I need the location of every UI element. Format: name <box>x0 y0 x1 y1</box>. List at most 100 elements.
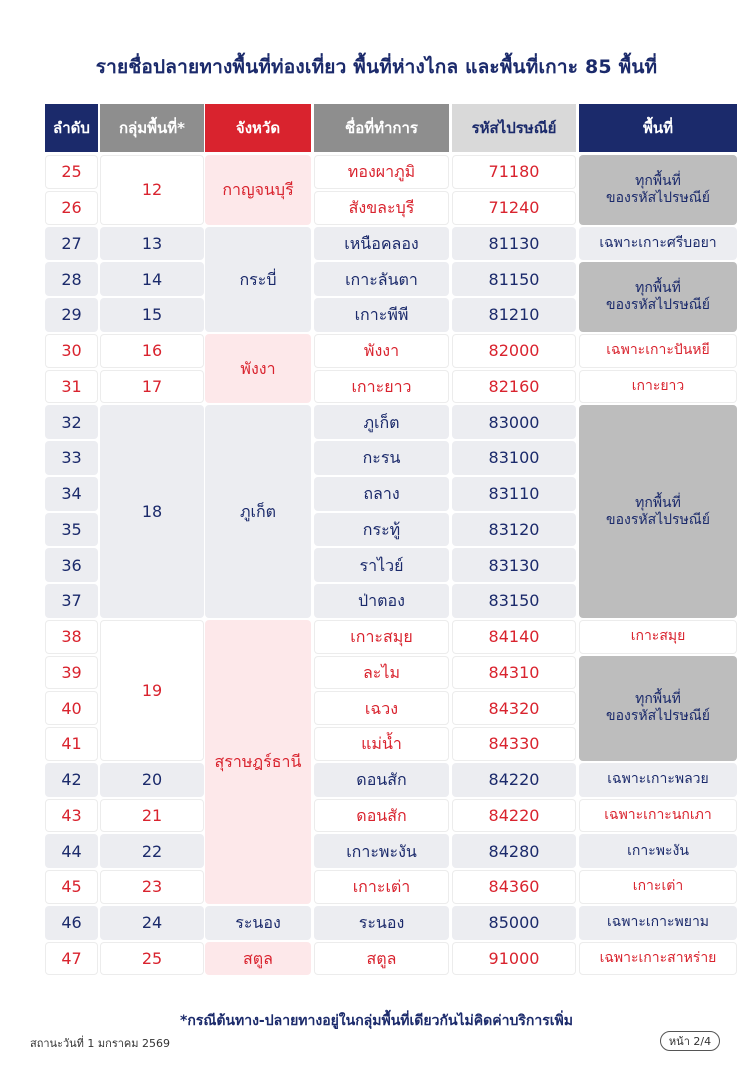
row-seq: 35 <box>45 512 98 547</box>
row-seq: 25 <box>45 155 98 189</box>
group-cell: 21 <box>100 798 204 833</box>
row-postcode: 71240 <box>452 190 576 225</box>
row-postcode: 83130 <box>452 548 576 582</box>
row-place: เหนือคลอง <box>314 226 449 261</box>
row-seq: 45 <box>45 870 98 904</box>
row-place: เกาะลันตา <box>314 262 449 296</box>
row-seq: 34 <box>45 476 98 511</box>
row-seq: 30 <box>45 333 98 368</box>
row-place: เกาะยาว <box>314 369 449 404</box>
area-cell: เฉพาะเกาะพลวย <box>579 762 737 797</box>
row-place: ระนอง <box>314 905 449 940</box>
row-seq: 41 <box>45 727 98 761</box>
row-seq: 36 <box>45 548 98 582</box>
area-cell: เฉพาะเกาะนกเภา <box>579 798 737 833</box>
province-cell: กระบี่ <box>205 226 311 332</box>
group-cell: 19 <box>100 619 204 761</box>
row-postcode: 81210 <box>452 298 576 332</box>
province-cell: สตูล <box>205 941 311 976</box>
group-cell: 14 <box>100 262 204 296</box>
row-postcode: 91000 <box>452 941 576 976</box>
row-postcode: 81130 <box>452 226 576 261</box>
row-postcode: 83000 <box>452 405 576 439</box>
area-cell: ทุกพื้นที่ ของรหัสไปรษณีย์ <box>579 155 737 225</box>
row-seq: 37 <box>45 584 98 618</box>
area-cell: เฉพาะเกาะศรีบอยา <box>579 226 737 261</box>
row-place: ภูเก็ต <box>314 405 449 439</box>
area-cell: เฉพาะเกาะสาหร่าย <box>579 941 737 976</box>
row-place: ทองผาภูมิ <box>314 155 449 189</box>
area-cell: เกาะสมุย <box>579 619 737 654</box>
province-cell: พังงา <box>205 333 311 404</box>
group-cell: 15 <box>100 298 204 332</box>
row-postcode: 83150 <box>452 584 576 618</box>
footnote: *กรณีต้นทาง-ปลายทางอยู่ในกลุ่มพื้นที่เดี… <box>180 1013 573 1029</box>
group-cell: 18 <box>100 405 204 618</box>
row-postcode: 83100 <box>452 441 576 475</box>
row-seq: 46 <box>45 905 98 940</box>
group-cell: 22 <box>100 834 204 868</box>
row-postcode: 82000 <box>452 333 576 368</box>
row-seq: 27 <box>45 226 98 261</box>
group-cell: 25 <box>100 941 204 976</box>
row-postcode: 81150 <box>452 262 576 296</box>
area-cell: เฉพาะเกาะพยาม <box>579 905 737 940</box>
row-postcode: 84220 <box>452 798 576 833</box>
status-date: สถานะวันที่ 1 มกราคม 2569 <box>30 1037 171 1050</box>
area-cell: เฉพาะเกาะปันหยี <box>579 333 737 368</box>
province-cell: ภูเก็ต <box>205 405 311 618</box>
row-place: กะรน <box>314 441 449 475</box>
province-cell: สุราษฎร์ธานี <box>205 619 311 904</box>
group-cell: 20 <box>100 762 204 797</box>
row-place: สตูล <box>314 941 449 976</box>
row-place: ดอนสัก <box>314 798 449 833</box>
header-area: พื้นที่ <box>579 104 737 152</box>
row-postcode: 83110 <box>452 476 576 511</box>
group-cell: 16 <box>100 333 204 368</box>
row-postcode: 84320 <box>452 691 576 725</box>
row-place: ถลาง <box>314 476 449 511</box>
row-place: ราไวย์ <box>314 548 449 582</box>
row-place: สังขละบุรี <box>314 190 449 225</box>
row-seq: 47 <box>45 941 98 976</box>
area-cell: เกาะพะงัน <box>579 834 737 868</box>
row-place: เกาะสมุย <box>314 619 449 654</box>
row-postcode: 85000 <box>452 905 576 940</box>
group-cell: 12 <box>100 155 204 225</box>
row-place: แม่น้ำ <box>314 727 449 761</box>
row-seq: 29 <box>45 298 98 332</box>
page-title: รายชื่อปลายทางพื้นที่ท่องเที่ยว พื้นที่ห… <box>95 56 658 78</box>
row-place: เกาะเต่า <box>314 870 449 904</box>
header-province: จังหวัด <box>205 104 311 152</box>
area-cell: ทุกพื้นที่ ของรหัสไปรษณีย์ <box>579 655 737 761</box>
row-place: เฉวง <box>314 691 449 725</box>
row-place: พังงา <box>314 333 449 368</box>
row-postcode: 82160 <box>452 369 576 404</box>
row-seq: 43 <box>45 798 98 833</box>
area-cell: เกาะเต่า <box>579 870 737 904</box>
row-place: ดอนสัก <box>314 762 449 797</box>
area-cell: เกาะยาว <box>579 369 737 404</box>
row-seq: 26 <box>45 190 98 225</box>
province-cell: กาญจนบุรี <box>205 155 311 225</box>
row-place: เกาะพีพี <box>314 298 449 332</box>
header-postcode: รหัสไปรษณีย์ <box>452 104 576 152</box>
row-postcode: 84330 <box>452 727 576 761</box>
area-cell: ทุกพื้นที่ ของรหัสไปรษณีย์ <box>579 405 737 618</box>
group-cell: 13 <box>100 226 204 261</box>
group-cell: 17 <box>100 369 204 404</box>
row-seq: 42 <box>45 762 98 797</box>
row-seq: 33 <box>45 441 98 475</box>
row-seq: 32 <box>45 405 98 439</box>
row-seq: 40 <box>45 691 98 725</box>
header-place: ชื่อที่ทำการ <box>314 104 449 152</box>
page-indicator: หน้า 2/4 <box>660 1031 720 1051</box>
row-postcode: 84280 <box>452 834 576 868</box>
group-cell: 23 <box>100 870 204 904</box>
row-postcode: 84360 <box>452 870 576 904</box>
row-place: ป่าตอง <box>314 584 449 618</box>
header-group: กลุ่มพื้นที่* <box>100 104 204 152</box>
row-place: กระทู้ <box>314 512 449 547</box>
row-seq: 39 <box>45 655 98 690</box>
